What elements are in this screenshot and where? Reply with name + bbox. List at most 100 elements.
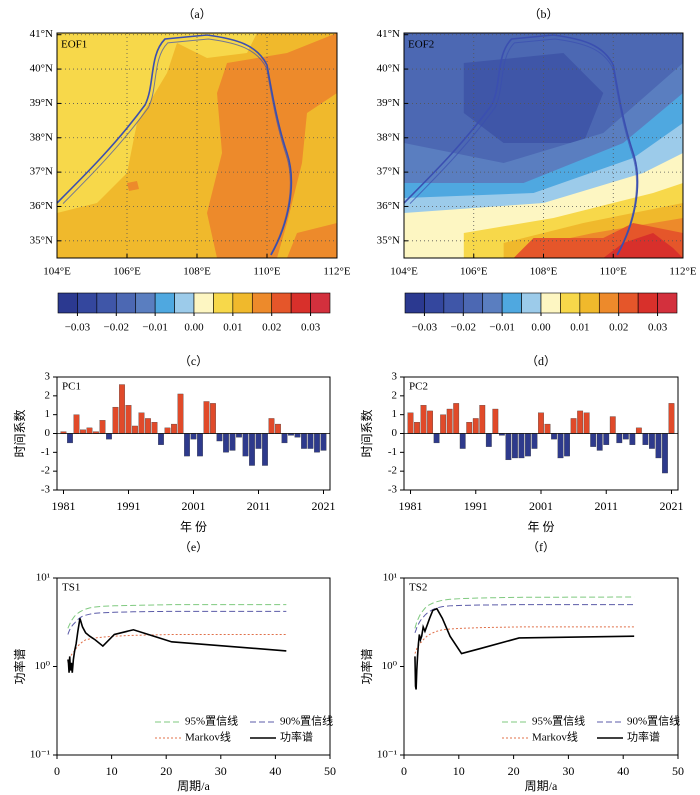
plot-frame — [56, 32, 338, 259]
y-tick-label: 37°N — [377, 166, 400, 178]
bar — [420, 405, 427, 434]
bar — [590, 433, 597, 447]
colorbar-cell — [482, 292, 503, 314]
y-tick-label: 10⁻¹ — [30, 749, 50, 761]
map-label: EOF1 — [61, 39, 87, 51]
bar — [622, 433, 629, 440]
bar — [314, 433, 320, 453]
y-tick-label: 3 — [392, 371, 398, 383]
bar — [262, 433, 268, 466]
series-label: PC2 — [409, 381, 428, 393]
bar — [275, 423, 281, 434]
colorbar-cell — [560, 292, 581, 314]
colorbar-cell — [213, 292, 234, 314]
bar — [216, 433, 223, 442]
panel-label: （f） — [527, 540, 555, 554]
y-tick-label: 36°N — [30, 200, 53, 212]
y-tick-label: 41°N — [377, 28, 400, 40]
colorbar-tick-label: −0.02 — [451, 322, 476, 334]
y-tick-label: -3 — [41, 484, 51, 496]
series-line — [414, 607, 635, 690]
legend-label: 95%置信线 — [532, 714, 585, 728]
bar — [531, 433, 538, 449]
y-tick-label: 0 — [45, 427, 51, 439]
bar — [177, 393, 184, 434]
bar — [132, 425, 138, 434]
bar — [164, 427, 171, 434]
x-tick-label: 104°E — [390, 266, 418, 278]
bar — [440, 414, 447, 434]
bar — [583, 412, 590, 434]
colorbar-cell — [290, 292, 311, 314]
colorbar-cell — [637, 292, 658, 314]
bar — [67, 433, 73, 444]
series-line — [414, 604, 635, 634]
bar — [106, 433, 112, 440]
series-line — [414, 626, 635, 654]
x-tick-label: 0 — [401, 764, 407, 778]
colorbar-cell — [521, 292, 542, 314]
colorbar-cell — [154, 292, 175, 314]
bar — [616, 433, 623, 444]
bar — [99, 420, 106, 434]
river — [57, 34, 293, 256]
colorbar-cell — [115, 292, 137, 314]
panel-label: （d） — [526, 354, 556, 368]
x-axis-label: 周期/a — [525, 779, 558, 793]
x-tick-label: 40 — [269, 764, 281, 778]
x-tick-label: 2021 — [312, 499, 336, 513]
x-tick-label: 20 — [160, 764, 172, 778]
x-tick-label: 108°E — [530, 266, 558, 278]
bar — [577, 410, 584, 434]
y-tick-label: 10¹ — [383, 572, 397, 584]
bar — [171, 423, 177, 434]
bar — [459, 433, 466, 449]
bar — [73, 414, 80, 434]
y-tick-label: 1 — [45, 408, 51, 420]
y-tick-label: 0 — [392, 427, 398, 439]
bar — [255, 433, 262, 449]
y-tick-label: 41°N — [30, 28, 53, 40]
x-tick-label: 10 — [106, 764, 118, 778]
colorbar-tick-label: 0.00 — [531, 322, 551, 334]
bar — [662, 433, 668, 474]
bar — [609, 416, 616, 434]
x-tick-label: 1981 — [52, 499, 76, 513]
bar — [301, 433, 307, 449]
bar — [635, 427, 642, 434]
x-tick-label: 2011 — [594, 499, 618, 513]
map-label: EOF2 — [408, 39, 434, 51]
bar — [642, 433, 649, 445]
panel-label: （e） — [179, 540, 208, 554]
bar — [184, 433, 190, 457]
colorbar-cell — [251, 292, 273, 314]
colorbar-tick-label: −0.02 — [104, 322, 129, 334]
colorbar-cell — [310, 292, 331, 314]
bar — [433, 433, 440, 444]
y-tick-label: 39°N — [30, 97, 53, 109]
colorbar-tick-label: 0.02 — [262, 322, 281, 334]
bar — [125, 405, 132, 434]
series-label: TS2 — [409, 582, 427, 594]
y-tick-label: 2 — [392, 389, 398, 401]
river — [404, 34, 639, 256]
legend-label: Markov线 — [185, 730, 231, 744]
colorbar-cell — [193, 292, 214, 314]
colorbar-tick-label: 0.03 — [648, 322, 668, 334]
bar — [210, 403, 216, 434]
legend-label: 功率谱 — [627, 730, 660, 744]
bar — [80, 429, 86, 434]
colorbar-cell — [598, 292, 620, 314]
bar — [281, 433, 288, 444]
x-tick-label: 106°E — [460, 266, 488, 278]
colorbar-cell — [618, 292, 639, 314]
legend-label: 90%置信线 — [627, 714, 680, 728]
plot-frame — [403, 32, 684, 259]
x-tick-label: 20 — [508, 764, 520, 778]
y-tick-label: 10¹ — [36, 572, 50, 584]
bar — [446, 408, 453, 434]
x-tick-label: 112°E — [323, 266, 350, 278]
y-tick-label: -2 — [41, 465, 50, 477]
y-axis-label: 功率谱 — [359, 648, 374, 684]
colorbar-tick-label: −0.03 — [65, 322, 91, 334]
